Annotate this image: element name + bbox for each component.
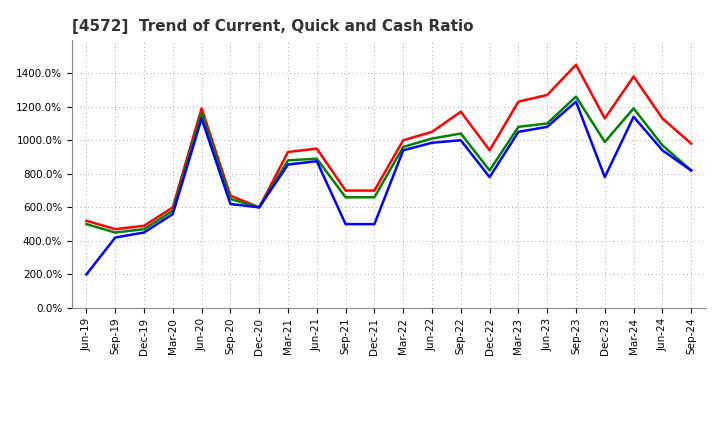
Current Ratio <box>111 227 120 232</box>
Current Ratio <box>658 116 667 121</box>
Quick Ratio <box>197 111 206 116</box>
Current Ratio <box>312 146 321 151</box>
Quick Ratio <box>629 106 638 111</box>
Quick Ratio <box>428 136 436 141</box>
Quick Ratio <box>255 205 264 210</box>
Cash Ratio <box>485 175 494 180</box>
Line: Cash Ratio: Cash Ratio <box>86 102 691 275</box>
Current Ratio <box>284 149 292 154</box>
Cash Ratio <box>514 129 523 135</box>
Cash Ratio <box>284 162 292 167</box>
Cash Ratio <box>111 235 120 240</box>
Quick Ratio <box>687 168 696 173</box>
Cash Ratio <box>226 202 235 207</box>
Cash Ratio <box>629 114 638 119</box>
Cash Ratio <box>572 99 580 104</box>
Cash Ratio <box>399 148 408 153</box>
Current Ratio <box>572 62 580 67</box>
Cash Ratio <box>543 124 552 129</box>
Current Ratio <box>255 205 264 210</box>
Quick Ratio <box>572 94 580 99</box>
Quick Ratio <box>514 124 523 129</box>
Current Ratio <box>370 188 379 193</box>
Cash Ratio <box>658 148 667 153</box>
Quick Ratio <box>226 196 235 202</box>
Cash Ratio <box>341 221 350 227</box>
Line: Current Ratio: Current Ratio <box>86 65 691 229</box>
Quick Ratio <box>456 131 465 136</box>
Quick Ratio <box>370 194 379 200</box>
Quick Ratio <box>312 156 321 161</box>
Current Ratio <box>168 205 177 210</box>
Current Ratio <box>341 188 350 193</box>
Current Ratio <box>600 116 609 121</box>
Current Ratio <box>140 223 148 228</box>
Current Ratio <box>226 193 235 198</box>
Cash Ratio <box>428 140 436 145</box>
Quick Ratio <box>168 208 177 213</box>
Current Ratio <box>629 74 638 79</box>
Cash Ratio <box>82 272 91 277</box>
Current Ratio <box>514 99 523 104</box>
Cash Ratio <box>687 168 696 173</box>
Cash Ratio <box>140 230 148 235</box>
Quick Ratio <box>399 144 408 150</box>
Current Ratio <box>428 129 436 135</box>
Line: Quick Ratio: Quick Ratio <box>86 97 691 232</box>
Cash Ratio <box>370 221 379 227</box>
Quick Ratio <box>600 139 609 145</box>
Current Ratio <box>456 109 465 114</box>
Cash Ratio <box>255 205 264 210</box>
Quick Ratio <box>658 143 667 148</box>
Current Ratio <box>687 141 696 146</box>
Current Ratio <box>197 106 206 111</box>
Text: [4572]  Trend of Current, Quick and Cash Ratio: [4572] Trend of Current, Quick and Cash … <box>72 19 474 34</box>
Quick Ratio <box>284 158 292 163</box>
Cash Ratio <box>197 116 206 121</box>
Current Ratio <box>485 148 494 153</box>
Quick Ratio <box>82 221 91 227</box>
Current Ratio <box>543 92 552 98</box>
Quick Ratio <box>341 194 350 200</box>
Quick Ratio <box>485 168 494 173</box>
Cash Ratio <box>600 175 609 180</box>
Quick Ratio <box>543 121 552 126</box>
Cash Ratio <box>312 158 321 164</box>
Quick Ratio <box>140 227 148 232</box>
Current Ratio <box>82 218 91 224</box>
Cash Ratio <box>456 138 465 143</box>
Current Ratio <box>399 138 408 143</box>
Cash Ratio <box>168 211 177 216</box>
Quick Ratio <box>111 230 120 235</box>
